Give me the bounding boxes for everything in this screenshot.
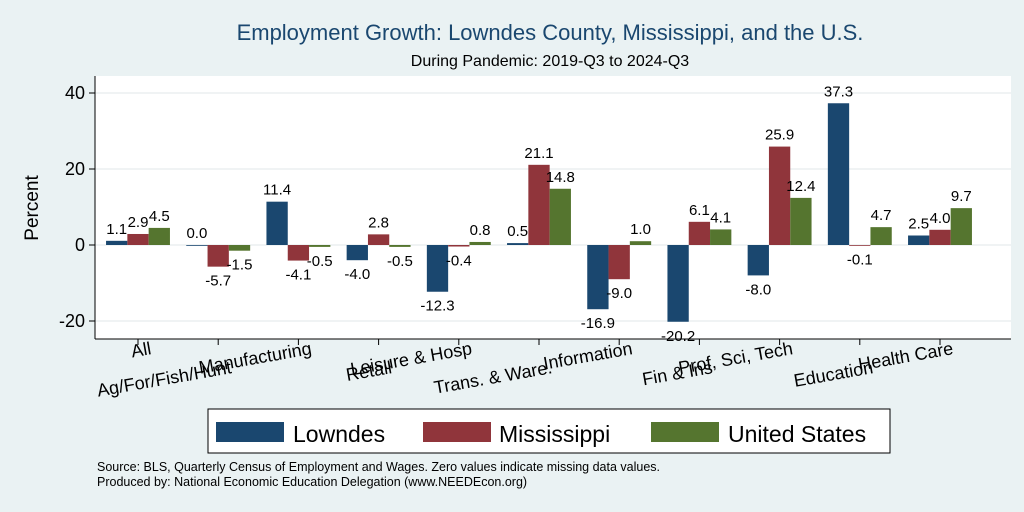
data-label: 1.1 (106, 221, 127, 238)
data-label: 11.4 (263, 182, 291, 199)
x-tick-label: Health Care (857, 338, 955, 374)
legend-swatch-mississippi (423, 422, 491, 442)
legend-swatch-united-states (651, 422, 719, 442)
x-tick-label: Trans. & Ware. (432, 357, 553, 397)
bar-united-states (790, 197, 812, 245)
data-label: 2.5 (908, 216, 929, 233)
data-label: -12.3 (420, 298, 454, 315)
produced-by-note: Produced by: National Economic Education… (97, 475, 528, 489)
bars (106, 103, 972, 322)
data-label: 9.7 (951, 188, 972, 205)
bar-united-states (389, 245, 411, 247)
data-label: -0.1 (847, 251, 873, 268)
data-label: 14.8 (546, 169, 575, 186)
legend-label: Mississippi (499, 421, 610, 447)
data-label: 2.8 (368, 214, 389, 231)
bar-mississippi (528, 164, 550, 245)
bar-united-states (549, 188, 571, 245)
x-tick-label: Information (542, 338, 634, 373)
data-label: -16.9 (581, 315, 615, 332)
bar-mississippi (929, 229, 951, 245)
x-tick-label: All (130, 338, 153, 361)
bar-united-states (148, 227, 170, 245)
bar-united-states (870, 227, 892, 245)
data-label: 25.9 (765, 127, 794, 144)
bar-lowndes (747, 245, 769, 276)
source-note: Source: BLS, Quarterly Census of Employm… (97, 460, 661, 474)
bar-mississippi (367, 234, 390, 245)
bar-lowndes (507, 243, 529, 245)
data-label: -0.5 (307, 253, 333, 270)
y-tick-label: 20 (65, 159, 85, 179)
data-label: 4.7 (871, 207, 892, 224)
data-label: 4.0 (930, 210, 951, 227)
bar-lowndes (827, 103, 850, 245)
bar-united-states (469, 241, 491, 245)
bar-mississippi (207, 245, 229, 267)
data-label: -0.4 (446, 253, 472, 270)
data-label: -8.0 (745, 281, 771, 298)
data-labels: 1.1 2.9 4.50.0-5.7-1.511.4-4.1-0.5-4.02.8-… (106, 83, 971, 345)
data-label: 0.8 (470, 222, 491, 239)
bar-united-states (710, 229, 732, 245)
data-label: 4.5 (149, 208, 170, 225)
data-label: 6.1 (689, 202, 710, 219)
legend: Lowndes Mississippi United States (207, 408, 891, 454)
data-label: 4.1 (710, 209, 731, 226)
data-label: -1.5 (227, 257, 253, 274)
bar-lowndes (667, 245, 689, 322)
data-label: -0.5 (387, 253, 413, 270)
data-label: 1.0 (630, 221, 651, 238)
legend-label: Lowndes (293, 421, 385, 447)
bar-lowndes (908, 235, 930, 245)
bar-mississippi (688, 221, 711, 245)
legend-box (207, 408, 891, 454)
bar-lowndes (186, 245, 208, 246)
data-label: -9.0 (606, 285, 632, 302)
data-label: -5.7 (205, 273, 231, 290)
y-axis-label: Percent (22, 175, 43, 241)
legend-label: United States (728, 421, 866, 447)
chart-subtitle: During Pandemic: 2019-Q3 to 2024-Q3 (411, 53, 689, 70)
bar-lowndes (346, 245, 368, 261)
y-tick-label: 40 (65, 83, 85, 103)
data-label: 12.4 (786, 178, 815, 195)
bar-mississippi (448, 245, 470, 247)
data-label: 0.0 (186, 225, 207, 242)
data-label: -4.1 (285, 267, 311, 284)
bar-united-states (950, 208, 972, 245)
y-axis-ticks: -20 0 20 40 (59, 83, 95, 331)
bar-mississippi (127, 233, 149, 245)
data-label: 0.5 (507, 223, 528, 240)
data-label: 2.9 (128, 214, 149, 231)
x-tick-label: Manufacturing (197, 338, 313, 378)
y-tick-label: -20 (59, 311, 85, 331)
legend-swatch-lowndes (216, 422, 284, 442)
bar-lowndes (106, 240, 128, 245)
bar-mississippi (768, 146, 791, 245)
bar-mississippi (608, 245, 630, 280)
bar-united-states (228, 245, 251, 251)
bar-lowndes (266, 201, 288, 245)
y-tick-label: 0 (75, 235, 85, 255)
bar-mississippi (287, 245, 310, 261)
bar-united-states (629, 241, 652, 245)
data-label: -4.0 (344, 266, 370, 283)
bar-lowndes (587, 245, 609, 310)
data-label: 21.1 (524, 145, 553, 162)
bar-mississippi (849, 245, 871, 246)
data-label: 37.3 (824, 83, 853, 100)
bar-united-states (309, 245, 331, 247)
chart-title: Employment Growth: Lowndes County, Missi… (237, 20, 864, 45)
bar-lowndes (426, 245, 449, 292)
data-label: -20.2 (661, 328, 695, 345)
